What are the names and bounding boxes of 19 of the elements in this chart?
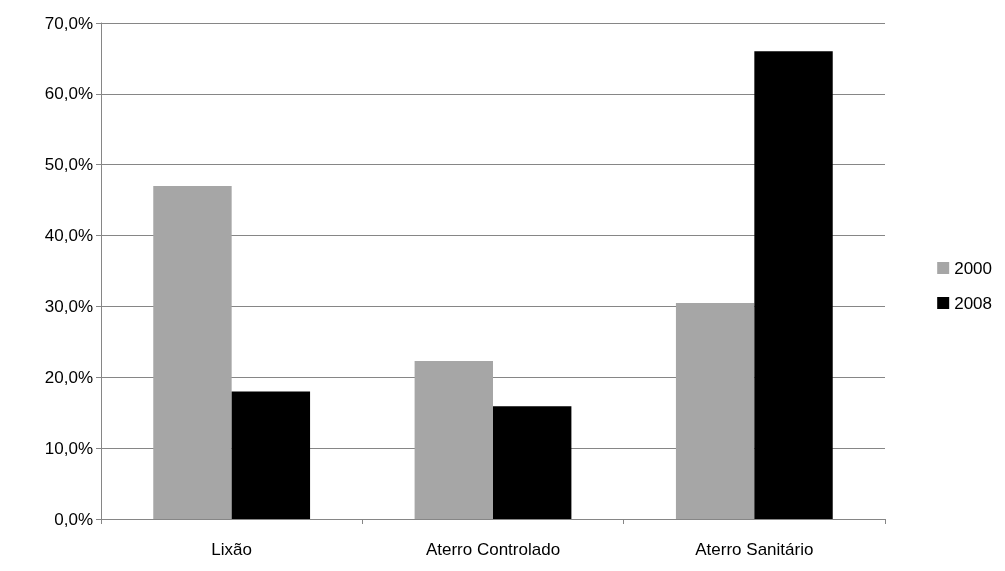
bar [153,185,232,519]
x-tick-label: Lixão [211,540,252,559]
bar [414,360,493,519]
bar [675,302,755,519]
x-tick-label: Aterro Sanitário [695,540,814,559]
legend-label: 2000 [954,258,993,278]
y-tick-label: 60,0% [44,84,93,104]
x-tick-label: Aterro Controlado [425,540,561,559]
y-tick-label: 10,0% [44,438,93,458]
bar [493,406,572,519]
legend-label: 2008 [954,293,993,313]
y-tick-label: 20,0% [44,367,93,387]
bar [231,391,311,519]
bar [754,51,833,519]
y-tick-label: 70,0% [44,13,93,33]
y-tick-label: 40,0% [44,226,93,246]
y-tick-label: 30,0% [44,296,93,316]
y-tick-label: 0,0% [54,509,93,529]
y-tick-label: 50,0% [44,155,93,175]
